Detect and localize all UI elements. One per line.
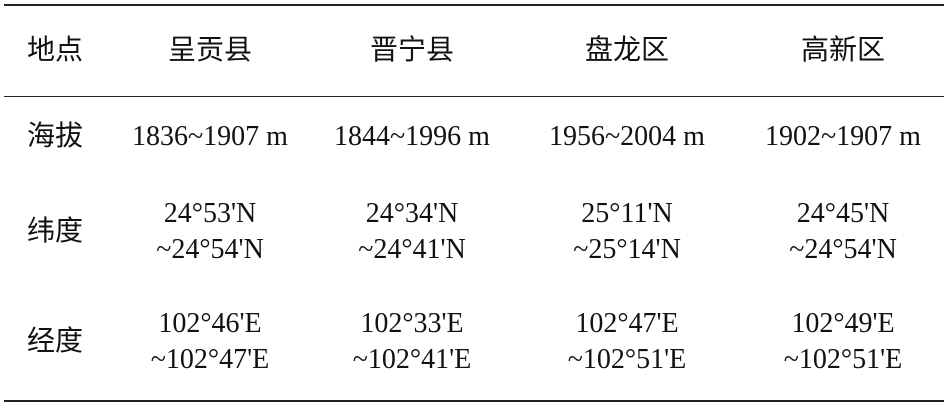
cell-line: ~102°51'E <box>783 344 903 375</box>
cell-line: 102°46'E <box>158 308 262 339</box>
header-cell: 地点 <box>26 35 84 66</box>
cell-line: ~102°41'E <box>352 344 472 375</box>
cell-line: 1844~1996 m <box>334 121 490 152</box>
cell-line: ~102°47'E <box>150 344 270 375</box>
cell-line: ~102°51'E <box>567 344 687 375</box>
row-label: 海拔 <box>27 119 83 155</box>
cell-line: ~24°41'N <box>358 234 466 265</box>
table-cell: 102°49'E ~102°51'E <box>784 306 903 378</box>
cell-line: 24°45'N <box>796 198 890 229</box>
cell-line: 102°47'E <box>575 308 679 339</box>
top-rule <box>4 4 944 6</box>
table-cell: 24°53'N ~24°54'N <box>156 196 264 268</box>
cell-line: 1902~1907 m <box>765 121 921 152</box>
bottom-rule <box>4 400 944 402</box>
cell-line: ~25°14'N <box>573 234 681 265</box>
table-cell: 102°46'E ~102°47'E <box>151 306 270 378</box>
cell-line: 24°34'N <box>365 198 459 229</box>
cell-line: 经度 <box>26 326 84 357</box>
cell-line: 海拔 <box>26 121 84 152</box>
table-cell: 25°11'N ~25°14'N <box>573 196 681 268</box>
header-cell: 盘龙区 <box>584 35 670 66</box>
table-cell: 1844~1996 m <box>334 119 490 155</box>
header-cell: 呈贡县 <box>167 35 253 66</box>
cell-line: ~24°54'N <box>156 234 264 265</box>
table-cell: 102°47'E ~102°51'E <box>568 306 687 378</box>
table-cell: 1956~2004 m <box>549 119 705 155</box>
row-label: 经度 <box>27 324 83 360</box>
cell-line: 24°53'N <box>163 198 257 229</box>
cell-line: ~24°54'N <box>789 234 897 265</box>
table-cell: 24°34'N ~24°41'N <box>358 196 466 268</box>
table-cell: 102°33'E ~102°41'E <box>353 306 472 378</box>
table-cell: 24°45'N ~24°54'N <box>789 196 897 268</box>
cell-line: 102°49'E <box>791 308 895 339</box>
header-rule <box>4 96 944 97</box>
cell-line: 25°11'N <box>581 198 673 229</box>
cell-line: 102°33'E <box>360 308 464 339</box>
row-label: 纬度 <box>27 214 83 250</box>
cell-line: 纬度 <box>26 216 84 247</box>
table-cell: 1902~1907 m <box>765 119 921 155</box>
cell-line: 1956~2004 m <box>549 121 705 152</box>
header-cell: 高新区 <box>800 35 886 66</box>
header-cell: 晋宁县 <box>369 35 455 66</box>
table-cell: 1836~1907 m <box>132 119 288 155</box>
cell-line: 1836~1907 m <box>132 121 288 152</box>
